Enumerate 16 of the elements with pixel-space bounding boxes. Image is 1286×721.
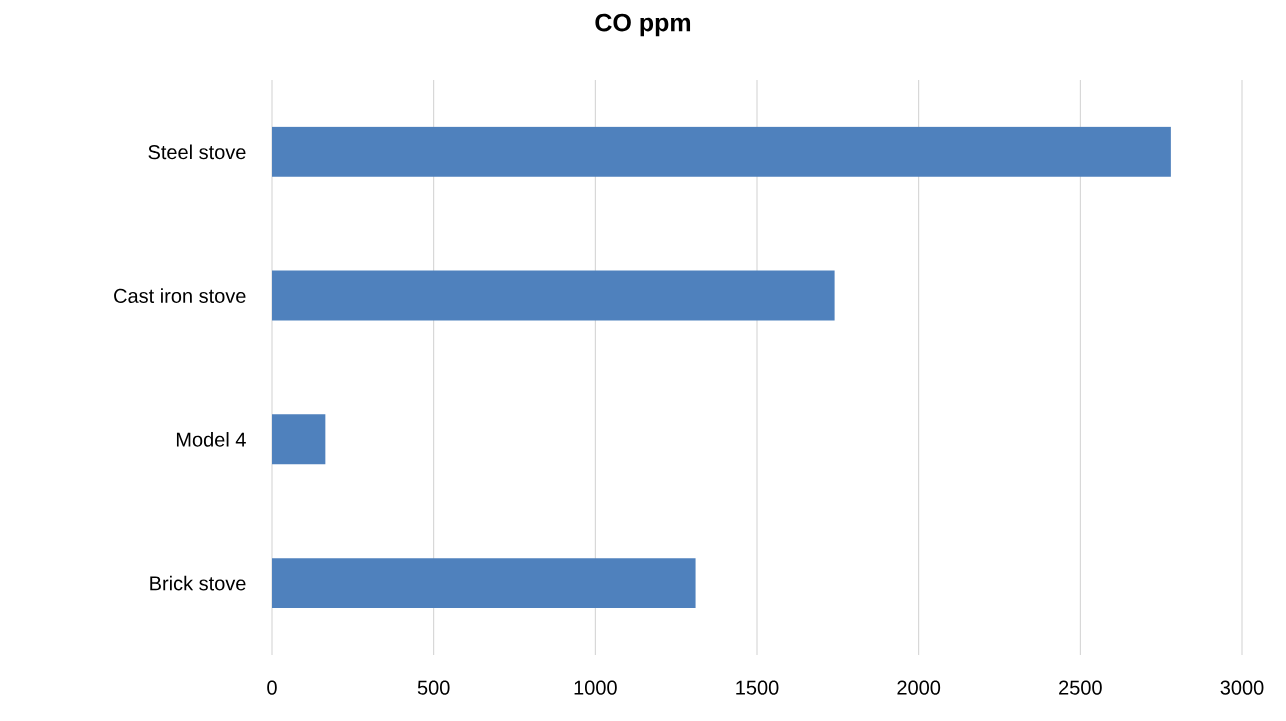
- bar: [272, 270, 835, 321]
- bar: [272, 414, 326, 465]
- bar: [272, 126, 1171, 177]
- y-tick-label: Steel stove: [148, 144, 246, 160]
- x-tick-label: 1000: [574, 680, 617, 695]
- y-tick-label: Brick stove: [150, 575, 246, 591]
- x-tick-label: 0: [267, 680, 277, 695]
- x-tick-label: 2500: [1059, 680, 1102, 695]
- y-tick-label: Cast iron stove: [114, 288, 246, 303]
- chart-title: CO ppm: [595, 13, 691, 37]
- x-tick-label: 500: [417, 680, 450, 695]
- x-tick-label: 3000: [1220, 680, 1264, 695]
- x-tick-label: 2000: [897, 680, 941, 695]
- x-tick-label: 1500: [736, 680, 779, 695]
- bar: [272, 558, 696, 609]
- y-tick-label: Model 4: [176, 432, 246, 447]
